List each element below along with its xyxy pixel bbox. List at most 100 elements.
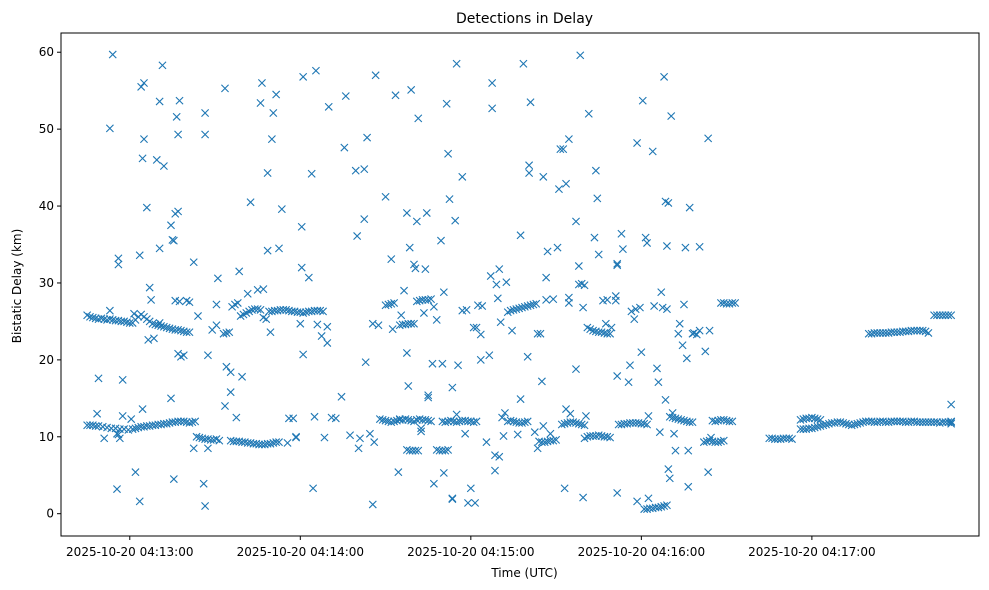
data-point — [165, 324, 174, 333]
y-tick-label: 30 — [39, 276, 54, 290]
data-point — [633, 497, 642, 506]
data-point — [105, 124, 114, 133]
data-point — [492, 280, 501, 289]
data-point — [513, 430, 522, 439]
data-point — [498, 413, 507, 422]
data-point — [688, 418, 697, 427]
data-point — [432, 315, 441, 324]
data-point — [890, 328, 899, 337]
data-point — [307, 169, 316, 178]
data-point — [114, 254, 123, 263]
data-point — [665, 474, 674, 483]
data-point — [151, 320, 160, 329]
data-point — [586, 432, 595, 441]
data-point — [701, 347, 710, 356]
data-point — [135, 251, 144, 260]
data-point — [222, 328, 231, 337]
data-point — [537, 377, 546, 386]
data-point — [253, 305, 262, 314]
x-tick-label: 2025-10-20 04:17:00 — [748, 545, 875, 559]
data-point — [486, 272, 495, 281]
data-point — [142, 203, 151, 212]
data-point — [613, 261, 622, 270]
data-point — [699, 438, 708, 447]
data-point — [368, 500, 377, 509]
data-point — [464, 498, 472, 507]
data-point — [579, 303, 588, 312]
data-point — [221, 84, 229, 93]
data-point — [810, 423, 819, 432]
data-point — [655, 428, 664, 437]
data-point — [807, 424, 816, 433]
data-point — [660, 72, 669, 81]
data-point — [441, 446, 450, 455]
data-point — [340, 143, 349, 152]
data-point — [707, 433, 715, 442]
data-point — [378, 415, 387, 424]
data-point — [226, 368, 235, 377]
data-point — [407, 319, 416, 328]
data-point — [189, 258, 198, 267]
data-point — [574, 262, 583, 271]
data-point — [427, 295, 436, 304]
data-point — [918, 326, 927, 335]
data-point — [839, 418, 848, 427]
data-point — [482, 438, 491, 447]
data-point — [421, 415, 430, 424]
data-point — [491, 466, 499, 475]
data-point — [924, 418, 933, 427]
data-point — [118, 375, 127, 384]
data-point — [643, 238, 652, 247]
data-point — [770, 435, 779, 444]
data-point — [114, 260, 123, 269]
data-point — [898, 327, 907, 336]
data-point — [401, 415, 410, 424]
data-point — [176, 326, 185, 335]
data-point — [256, 99, 265, 107]
data-point — [154, 321, 163, 330]
data-point — [155, 318, 164, 327]
data-point — [94, 315, 103, 324]
data-point — [557, 420, 566, 429]
data-point — [201, 502, 210, 510]
data-point — [519, 59, 528, 68]
data-point — [269, 108, 278, 117]
data-point — [913, 418, 922, 427]
data-point — [613, 372, 622, 381]
data-point — [233, 298, 242, 307]
data-point — [516, 231, 525, 240]
data-point — [648, 147, 657, 156]
data-point — [452, 418, 461, 427]
data-point — [704, 468, 713, 477]
data-point — [680, 300, 688, 309]
data-point — [850, 420, 859, 429]
data-point — [594, 431, 603, 440]
data-point — [580, 421, 589, 430]
data-point — [212, 321, 221, 330]
data-point — [543, 247, 552, 256]
data-point — [346, 431, 355, 440]
data-point — [503, 417, 512, 426]
data-point — [813, 422, 822, 431]
data-point — [576, 51, 585, 60]
data-point — [297, 263, 306, 272]
data-point — [476, 355, 485, 364]
data-point — [935, 311, 944, 320]
data-point — [138, 405, 147, 414]
data-point — [390, 298, 399, 307]
data-point — [677, 415, 686, 424]
data-point — [488, 79, 497, 87]
data-point — [574, 419, 583, 428]
data-point — [185, 418, 194, 427]
data-point — [458, 172, 467, 181]
x-tick-label: 2025-10-20 04:14:00 — [237, 545, 364, 559]
data-point — [384, 417, 393, 426]
data-point — [127, 415, 136, 424]
data-point — [405, 243, 414, 252]
data-point — [182, 418, 191, 427]
data-point — [685, 418, 694, 427]
data-point — [363, 133, 372, 142]
data-point — [572, 418, 580, 427]
data-point — [704, 134, 713, 143]
data-point — [414, 114, 423, 123]
